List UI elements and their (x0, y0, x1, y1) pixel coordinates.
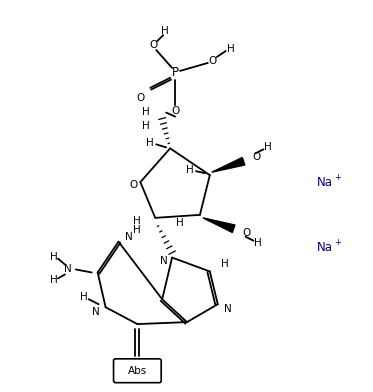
Text: N: N (160, 256, 168, 265)
Text: H: H (254, 238, 261, 248)
Text: H: H (50, 252, 58, 261)
Text: H: H (176, 218, 184, 228)
Text: Abs: Abs (128, 366, 147, 376)
Text: H: H (134, 216, 141, 226)
Text: O: O (253, 152, 261, 162)
Text: H: H (142, 120, 150, 131)
Text: O: O (209, 56, 217, 66)
Text: H: H (227, 44, 235, 54)
Text: O: O (242, 228, 251, 238)
Text: N: N (64, 265, 72, 274)
Text: O: O (136, 93, 144, 103)
Text: N: N (125, 232, 132, 242)
FancyBboxPatch shape (113, 359, 161, 383)
Text: H: H (80, 292, 88, 302)
Text: H: H (161, 26, 169, 36)
Text: H: H (142, 107, 150, 116)
Text: H: H (221, 258, 229, 269)
Text: H: H (263, 142, 271, 152)
Polygon shape (212, 158, 245, 172)
Text: O: O (171, 105, 179, 116)
Text: +: + (334, 238, 341, 247)
Text: +: + (334, 172, 341, 181)
Text: N: N (224, 304, 232, 314)
Polygon shape (203, 218, 235, 232)
Text: H: H (146, 138, 154, 149)
Text: N: N (92, 307, 100, 317)
Text: Na: Na (317, 241, 333, 254)
Text: H: H (186, 165, 194, 175)
Text: O: O (149, 40, 157, 50)
Text: Na: Na (317, 176, 333, 189)
Text: P: P (172, 66, 179, 79)
Text: O: O (129, 180, 138, 190)
Text: H: H (134, 225, 141, 235)
Text: H: H (50, 276, 58, 285)
